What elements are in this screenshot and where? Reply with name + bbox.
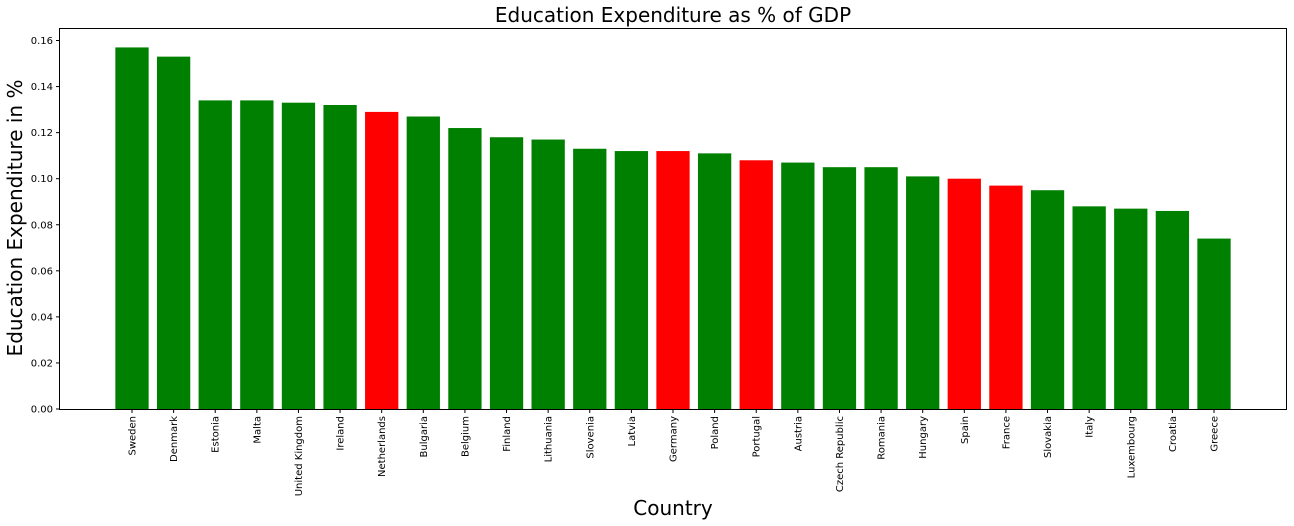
bar-germany: [656, 151, 690, 409]
bar-finland: [489, 137, 524, 409]
bars: [115, 47, 1231, 410]
x-tick-label: United Kingdom: [294, 416, 305, 496]
x-tick-label: Spain: [960, 416, 971, 444]
y-tick-label: 0.06: [31, 266, 53, 277]
y-axis-ticks: 0.00 0.02 0.04 0.06 0.08 0.10 0.12 0.14 0.16: [31, 36, 60, 416]
x-tick-label: Czech Republic: [835, 416, 846, 492]
x-tick-label: Austria: [793, 416, 804, 451]
y-tick-label: 0.14: [31, 82, 53, 93]
bar-croatia: [1155, 210, 1190, 409]
y-tick-label: 0.04: [31, 312, 53, 323]
x-tick-label: Lithuania: [544, 416, 555, 462]
bar-france: [989, 185, 1023, 409]
x-tick-label: Ireland: [336, 416, 347, 451]
y-tick-label: 0.00: [31, 405, 53, 416]
y-tick-label: 0.12: [31, 128, 53, 139]
x-tick-label: Latvia: [627, 416, 638, 446]
bar-romania: [864, 167, 898, 409]
x-tick-label: Italy: [1085, 416, 1096, 438]
plot-frame: [59, 28, 1287, 410]
bar-spain: [947, 178, 981, 409]
bar-hungary: [906, 176, 940, 409]
bar-sweden: [115, 47, 149, 409]
bar-luxembourg: [1114, 208, 1148, 409]
x-tick-label: Greece: [1210, 416, 1221, 452]
bar-estonia: [198, 100, 232, 410]
bar-slovakia: [1030, 190, 1065, 409]
x-tick-label: Hungary: [918, 416, 929, 459]
x-tick-label: Bulgaria: [419, 416, 430, 457]
bar-greece: [1197, 238, 1231, 409]
bar-lithuania: [531, 139, 565, 409]
chart-title: Education Expenditure as % of GDP: [495, 3, 851, 27]
x-tick-label: Slovenia: [585, 416, 596, 459]
x-tick-label: Croatia: [1168, 416, 1179, 452]
bar-bulgaria: [406, 116, 440, 410]
x-tick-label: Malta: [252, 416, 263, 444]
y-tick-label: 0.02: [31, 358, 53, 369]
x-tick-label: Denmark: [169, 416, 180, 462]
x-tick-label: Netherlands: [377, 416, 388, 477]
bar-latvia: [614, 151, 649, 409]
x-tick-label: Sweden: [128, 416, 139, 456]
bar-czech-republic: [822, 167, 857, 409]
bar-poland: [697, 153, 732, 409]
x-tick-label: Portugal: [752, 416, 763, 457]
y-tick-label: 0.16: [31, 36, 53, 47]
x-tick-label: Germany: [669, 416, 680, 462]
y-tick-label: 0.10: [31, 174, 53, 185]
x-tick-label: Slovakia: [1043, 416, 1054, 458]
x-axis-ticks: Sweden Denmark Estonia Malta United Kingdom I…: [128, 409, 1221, 496]
x-tick-label: Estonia: [211, 416, 222, 453]
bar-malta: [240, 100, 274, 410]
bar-austria: [781, 162, 815, 409]
y-tick-label: 0.08: [31, 220, 53, 231]
bar-denmark: [156, 56, 191, 410]
bar-portugal: [739, 160, 773, 409]
bar-italy: [1072, 206, 1106, 409]
x-tick-label: Luxembourg: [1126, 416, 1137, 478]
bar-slovenia: [573, 148, 607, 409]
x-tick-label: Finland: [502, 416, 513, 452]
x-axis-label: Country: [633, 496, 713, 520]
y-axis-label: Education Expenditure in %: [3, 80, 27, 357]
bar-belgium: [448, 128, 482, 409]
x-tick-label: France: [1001, 416, 1012, 449]
x-tick-label: Belgium: [460, 416, 471, 457]
bar-ireland: [323, 105, 357, 409]
bar-netherlands: [365, 111, 399, 409]
x-tick-label: Romania: [877, 416, 888, 460]
x-tick-label: Poland: [710, 416, 721, 449]
bar-united-kingdom: [281, 102, 316, 410]
